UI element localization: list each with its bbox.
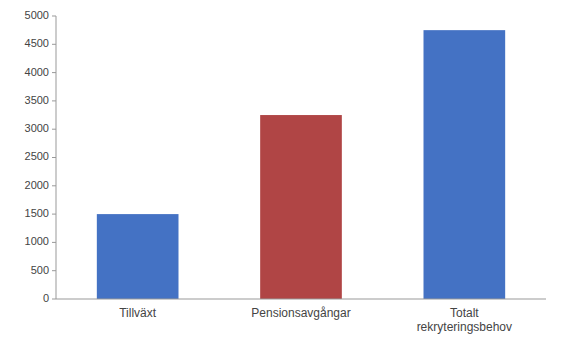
x-axis: Tillväxt Pensionsavgångar Totaltrekryterin… (56, 299, 546, 334)
x-tick-label: Pensionsavgångar (251, 306, 350, 320)
y-tick-label: 2000 (25, 179, 49, 191)
y-tick (52, 157, 56, 158)
x-tick-label: Tillväxt (119, 306, 157, 320)
y-tick (52, 299, 56, 300)
y-tick (52, 16, 56, 17)
chart-container: 0 500 1000 1500 2000 2500 3000 3500 4000 4500 5000… (0, 0, 562, 351)
x-axis-line (56, 299, 546, 300)
x-tick-label-line: Pensionsavgångar (251, 306, 350, 320)
y-tick-label: 500 (31, 264, 49, 276)
chart-svg: 0 500 1000 1500 2000 2500 3000 3500 4000 4500 5000… (0, 0, 562, 351)
y-tick (52, 270, 56, 271)
x-tick-label-line: rekryteringsbehov (417, 320, 512, 334)
bars (97, 30, 505, 299)
y-axis: 0 500 1000 1500 2000 2500 3000 3500 4000 4500 5000 (25, 9, 56, 304)
y-tick-label: 4000 (25, 66, 49, 78)
bar (260, 115, 342, 299)
x-tick-label-line: Tillväxt (119, 306, 157, 320)
x-tick-label-line: Totalt (450, 306, 479, 320)
y-tick-label: 1000 (25, 235, 49, 247)
y-tick (52, 44, 56, 45)
y-tick-label: 1500 (25, 207, 49, 219)
bar (97, 214, 179, 299)
y-tick (52, 72, 56, 73)
y-tick (52, 100, 56, 101)
y-tick-label: 5000 (25, 9, 49, 21)
y-tick (52, 214, 56, 215)
y-tick-label: 0 (43, 292, 49, 304)
y-tick (52, 242, 56, 243)
y-tick (52, 185, 56, 186)
x-tick-label: Totaltrekryteringsbehov (417, 306, 512, 334)
y-tick-label: 3000 (25, 122, 49, 134)
y-tick-label: 2500 (25, 150, 49, 162)
bar (424, 30, 506, 299)
y-tick-label: 3500 (25, 94, 49, 106)
y-tick-label: 4500 (25, 37, 49, 49)
page: {"chart_data": {"type": "bar", "categori… (0, 0, 562, 351)
y-tick (52, 129, 56, 130)
